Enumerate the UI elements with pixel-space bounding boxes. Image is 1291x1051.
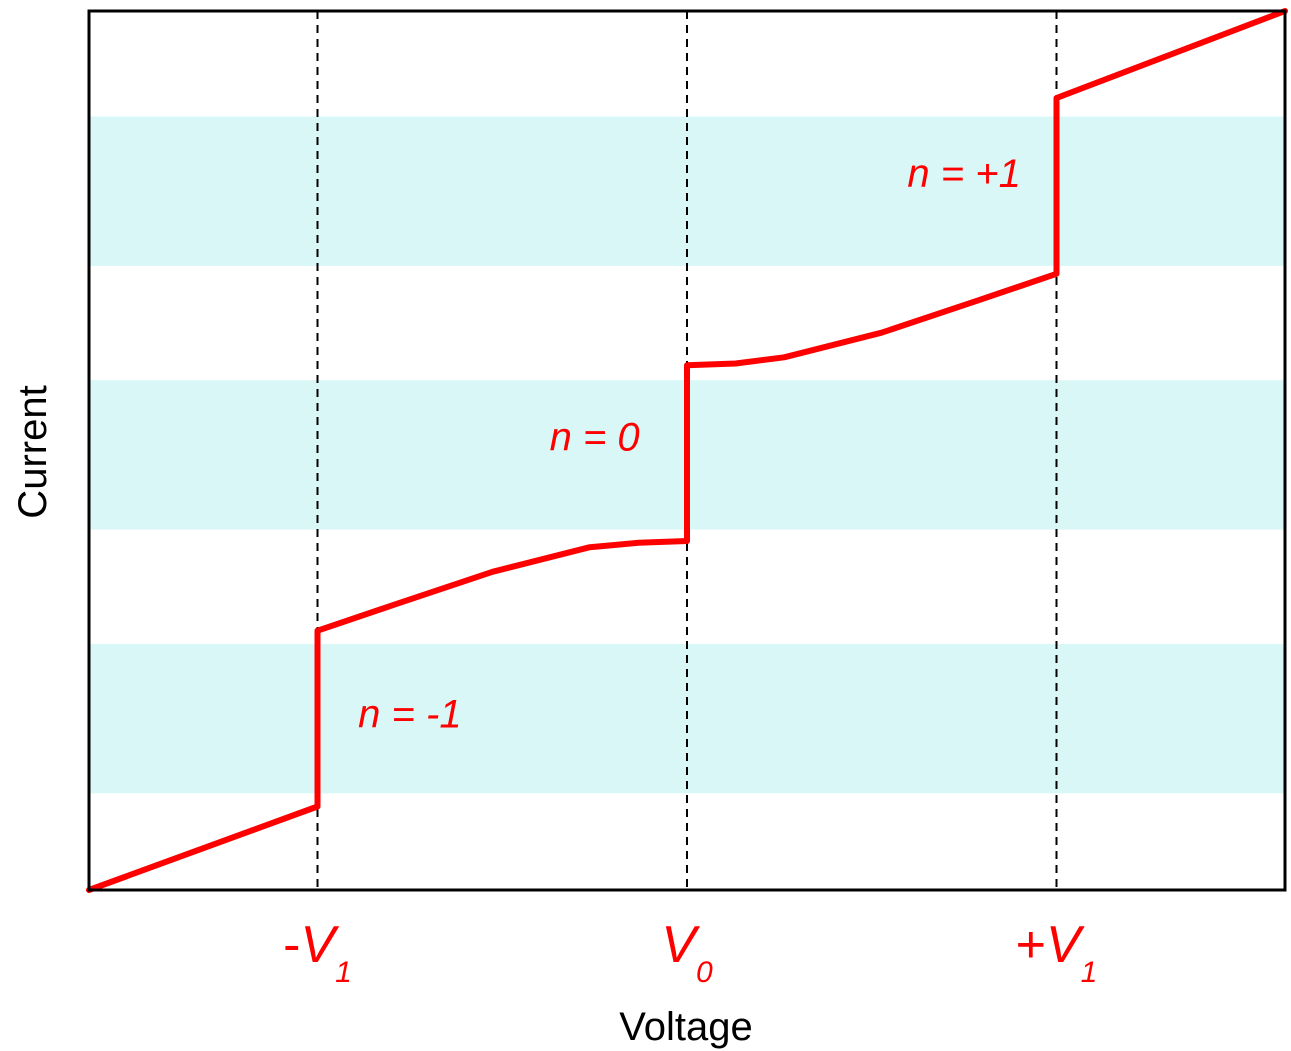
x-tick-label-1: -V1 <box>283 916 352 989</box>
annotation-n-3: n = +1 <box>907 152 1020 196</box>
iv-curve <box>86 8 1288 893</box>
plot-frame <box>87 9 1287 892</box>
y-axis-label: Current <box>11 385 55 518</box>
x-axis-label: Voltage <box>619 1005 752 1049</box>
iv-curve-layer <box>86 8 1288 893</box>
annotation-n-2: n = 0 <box>550 416 640 460</box>
annotations: n = -1 n = 0 n = +1 <box>358 152 1021 737</box>
x-tick-label-3: +V1 <box>1016 916 1098 989</box>
annotation-n-1: n = -1 <box>358 692 461 736</box>
x-tick-labels: -V1 V0 +V1 <box>283 916 1097 989</box>
x-tick-label-2: V0 <box>661 916 713 989</box>
